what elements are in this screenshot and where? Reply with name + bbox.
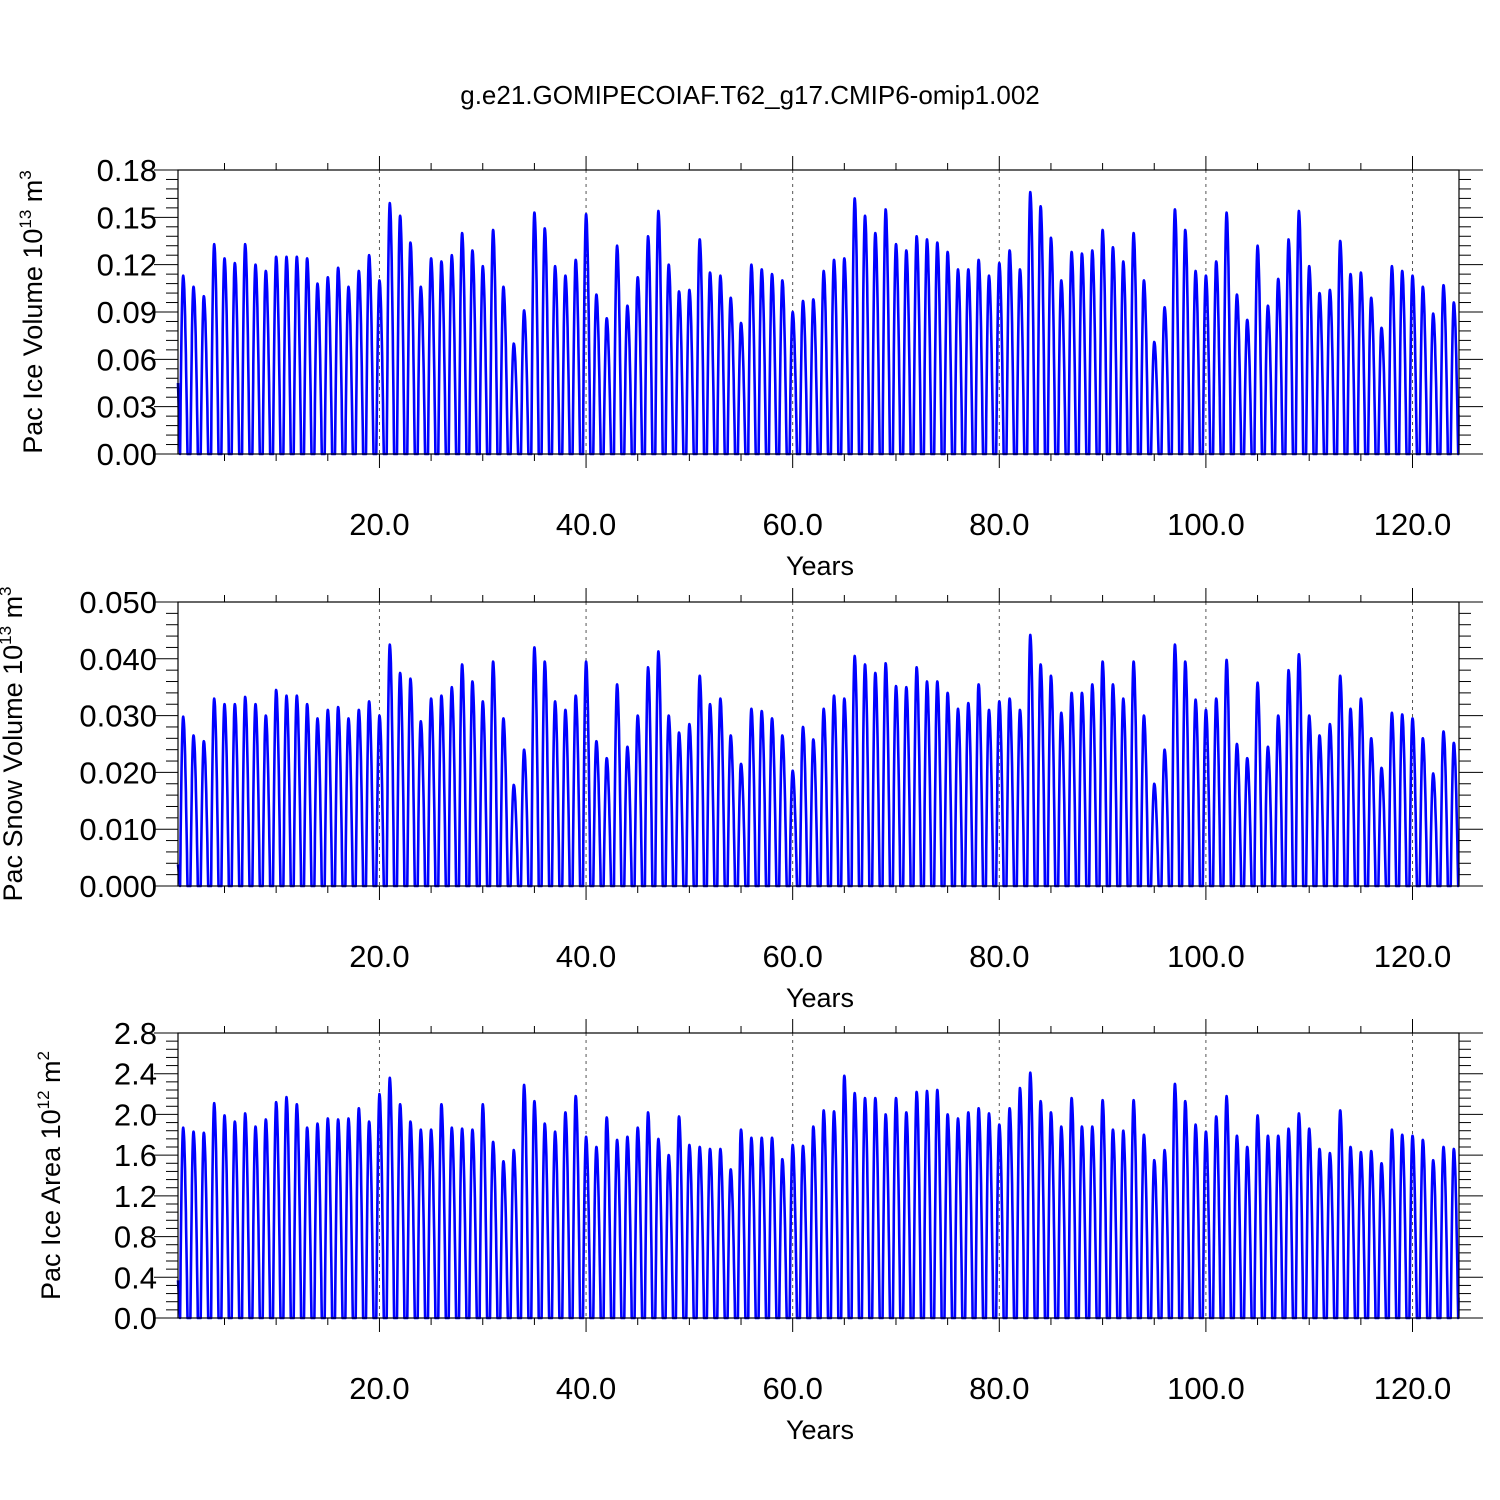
y-tick-label: 0.040 xyxy=(79,642,157,677)
x-tick-label: 20.0 xyxy=(349,1371,409,1406)
y-tick-label: 1.2 xyxy=(114,1179,157,1214)
x-tick-label: 40.0 xyxy=(556,507,616,542)
x-axis-title: Years xyxy=(786,1415,854,1445)
plot-frame xyxy=(177,1032,1460,1319)
x-tick-label: 60.0 xyxy=(763,507,823,542)
y-tick-label: 0.030 xyxy=(79,699,157,734)
x-tick-label: 80.0 xyxy=(969,507,1029,542)
x-axis-title: Years xyxy=(786,551,854,581)
y-tick-label: 0.15 xyxy=(97,200,157,235)
y-tick-label: 2.8 xyxy=(114,1016,157,1051)
x-tick-label: 80.0 xyxy=(969,1371,1029,1406)
x-tick-label: 100.0 xyxy=(1167,939,1245,974)
y-tick-label: 0.06 xyxy=(97,342,157,377)
panel-2: 0.000 0.010 0.020 0.030 0.040 0.050 20.0 40.0 60… xyxy=(0,585,1483,1013)
x-tick-label: 60.0 xyxy=(763,1371,823,1406)
series-line-1 xyxy=(176,1071,1460,1320)
y-tick-label: 0.00 xyxy=(97,437,157,472)
figure-title: g.e21.GOMIPECOIAF.T62_g17.CMIP6-omip1.00… xyxy=(460,80,1040,110)
x-tick-label: 80.0 xyxy=(969,939,1029,974)
y-axis-title: Pac Snow Volume 1013 m3 xyxy=(0,586,28,901)
x-tick-label: 120.0 xyxy=(1374,939,1452,974)
panel-1: 0.00 0.03 0.06 0.09 0.12 0.15 0.18 20.0 40.0 60.0… xyxy=(16,153,1483,581)
x-tick-label: 100.0 xyxy=(1167,1371,1245,1406)
y-tick-label: 2.4 xyxy=(114,1057,157,1092)
y-tick-label: 0.000 xyxy=(79,869,157,904)
x-tick-label: 40.0 xyxy=(556,939,616,974)
y-tick-label: 0.09 xyxy=(97,295,157,330)
x-tick-label: 40.0 xyxy=(556,1371,616,1406)
y-tick-label: 1.6 xyxy=(114,1138,157,1173)
plot-frame xyxy=(177,169,1460,455)
x-axis-title: Years xyxy=(786,983,854,1013)
plot-frame xyxy=(177,601,1460,887)
y-axis-title: Pac Ice Volume 1013 m3 xyxy=(16,170,48,454)
y-axis-title: Pac Ice Area 1012 m2 xyxy=(34,1051,66,1300)
y-tick-label: 0.050 xyxy=(79,585,157,620)
y-tick-label: 2.0 xyxy=(114,1097,157,1132)
y-tick-label: 0.03 xyxy=(97,390,157,425)
y-tick-label: 0.12 xyxy=(97,248,157,283)
y-tick-label: 0.4 xyxy=(114,1260,157,1295)
x-tick-label: 120.0 xyxy=(1374,1371,1452,1406)
y-tick-label: 0.18 xyxy=(97,153,157,188)
x-tick-label: 120.0 xyxy=(1374,507,1452,542)
y-tick-label: 0.8 xyxy=(114,1220,157,1255)
x-tick-label: 20.0 xyxy=(349,507,409,542)
y-tick-label: 0.0 xyxy=(114,1301,157,1336)
x-tick-label: 60.0 xyxy=(763,939,823,974)
series-line-1 xyxy=(176,633,1460,888)
series-line-1 xyxy=(176,190,1460,456)
x-tick-label: 20.0 xyxy=(349,939,409,974)
y-tick-label: 0.020 xyxy=(79,755,157,790)
x-tick-label: 100.0 xyxy=(1167,507,1245,542)
y-tick-label: 0.010 xyxy=(79,812,157,847)
panel-3: 0.0 0.4 0.8 1.2 1.6 2.0 2.4 2.8 20.0 40.0 60.0 80.0… xyxy=(34,1016,1483,1445)
